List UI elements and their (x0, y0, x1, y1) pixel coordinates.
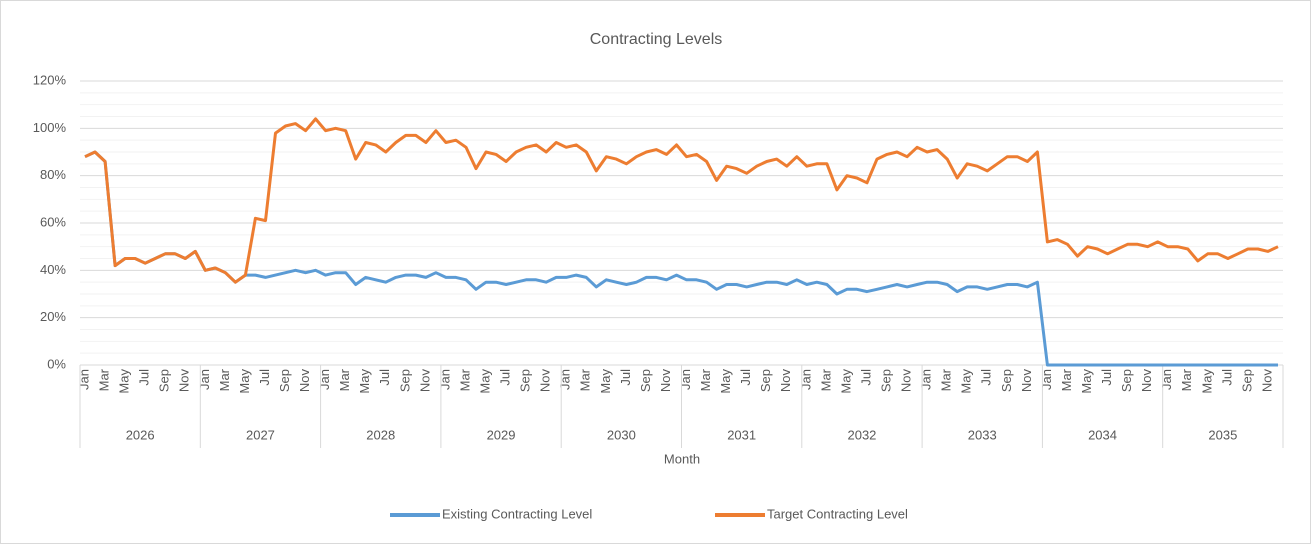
x-tick-label: Nov (1139, 369, 1154, 393)
y-tick-label: 120% (33, 72, 67, 87)
x-tick-label: Sep (1239, 369, 1254, 392)
x-tick-label: May (718, 369, 733, 394)
x-tick-label: Nov (297, 369, 312, 393)
x-tick-label: Mar (698, 368, 713, 391)
x-tick-label: Jul (979, 369, 994, 386)
year-label: 2029 (487, 427, 516, 442)
x-tick-label: Mar (97, 368, 112, 391)
y-tick-label: 20% (40, 309, 66, 324)
year-label: 2032 (847, 427, 876, 442)
x-tick-label: May (117, 369, 132, 394)
x-tick-label: May (1079, 369, 1094, 394)
x-tick-label: May (1199, 369, 1214, 394)
x-tick-label: Nov (899, 369, 914, 393)
x-tick-label: Jan (317, 369, 332, 390)
x-tick-label: Jan (798, 369, 813, 390)
x-tick-label: Sep (638, 369, 653, 392)
y-tick-label: 80% (40, 167, 66, 182)
year-label: 2027 (246, 427, 275, 442)
x-tick-label: Nov (538, 369, 553, 393)
y-tick-label: 40% (40, 262, 66, 277)
x-tick-label: May (237, 369, 252, 394)
x-tick-label: Jan (1159, 369, 1174, 390)
x-tick-label: Jan (919, 369, 934, 390)
year-label: 2033 (968, 427, 997, 442)
y-tick-label: 0% (47, 356, 66, 371)
x-tick-label: Jul (1219, 369, 1234, 386)
x-tick-label: Sep (518, 369, 533, 392)
x-tick-label: Mar (337, 368, 352, 391)
x-tick-label: Mar (818, 368, 833, 391)
x-tick-label: Jan (678, 369, 693, 390)
x-tick-label: Nov (658, 369, 673, 393)
x-tick-label: Nov (1019, 369, 1034, 393)
x-tick-label: Sep (397, 369, 412, 392)
series-line (84, 117, 1279, 284)
x-tick-label: Jul (498, 369, 513, 386)
legend-label: Existing Contracting Level (442, 506, 592, 521)
x-tick-label: Mar (1179, 368, 1194, 391)
x-tick-label: Mar (457, 368, 472, 391)
x-tick-label: Sep (758, 369, 773, 392)
x-tick-label: Nov (417, 369, 432, 393)
x-tick-label: Nov (1259, 369, 1274, 393)
x-tick-label: Mar (1059, 368, 1074, 391)
x-tick-label: Mar (578, 368, 593, 391)
x-tick-label: May (598, 369, 613, 394)
x-tick-label: May (357, 369, 372, 394)
x-tick-label: Mar (217, 368, 232, 391)
year-label: 2034 (1088, 427, 1117, 442)
x-tick-label: Sep (277, 369, 292, 392)
x-tick-label: Jul (858, 369, 873, 386)
x-tick-label: Jan (1039, 369, 1054, 390)
x-tick-label: May (959, 369, 974, 394)
year-label: 2028 (366, 427, 395, 442)
y-tick-label: 60% (40, 214, 66, 229)
x-tick-label: Nov (177, 369, 192, 393)
legend-label: Target Contracting Level (767, 506, 908, 521)
x-tick-label: Sep (878, 369, 893, 392)
x-tick-label: Jul (137, 369, 152, 386)
x-tick-label: Mar (939, 368, 954, 391)
year-label: 2031 (727, 427, 756, 442)
chart-title: Contracting Levels (590, 31, 723, 48)
x-tick-label: Jul (738, 369, 753, 386)
x-tick-label: May (477, 369, 492, 394)
x-tick-label: Nov (778, 369, 793, 393)
x-tick-label: Jan (558, 369, 573, 390)
x-tick-label: Jan (197, 369, 212, 390)
year-label: 2026 (126, 427, 155, 442)
y-tick-label: 100% (33, 120, 67, 135)
year-label: 2035 (1208, 427, 1237, 442)
x-tick-label: Jul (1099, 369, 1114, 386)
x-tick-label: Jan (437, 369, 452, 390)
x-tick-label: Sep (1119, 369, 1134, 392)
x-tick-label: Jul (377, 369, 392, 386)
x-tick-label: Sep (999, 369, 1014, 392)
x-tick-label: Jan (76, 369, 91, 390)
x-tick-label: May (838, 369, 853, 394)
x-axis-title: Month (664, 451, 700, 466)
x-tick-label: Jul (257, 369, 272, 386)
series-line (84, 150, 1278, 367)
x-tick-label: Jul (618, 369, 633, 386)
x-tick-label: Sep (157, 369, 172, 392)
year-label: 2030 (607, 427, 636, 442)
